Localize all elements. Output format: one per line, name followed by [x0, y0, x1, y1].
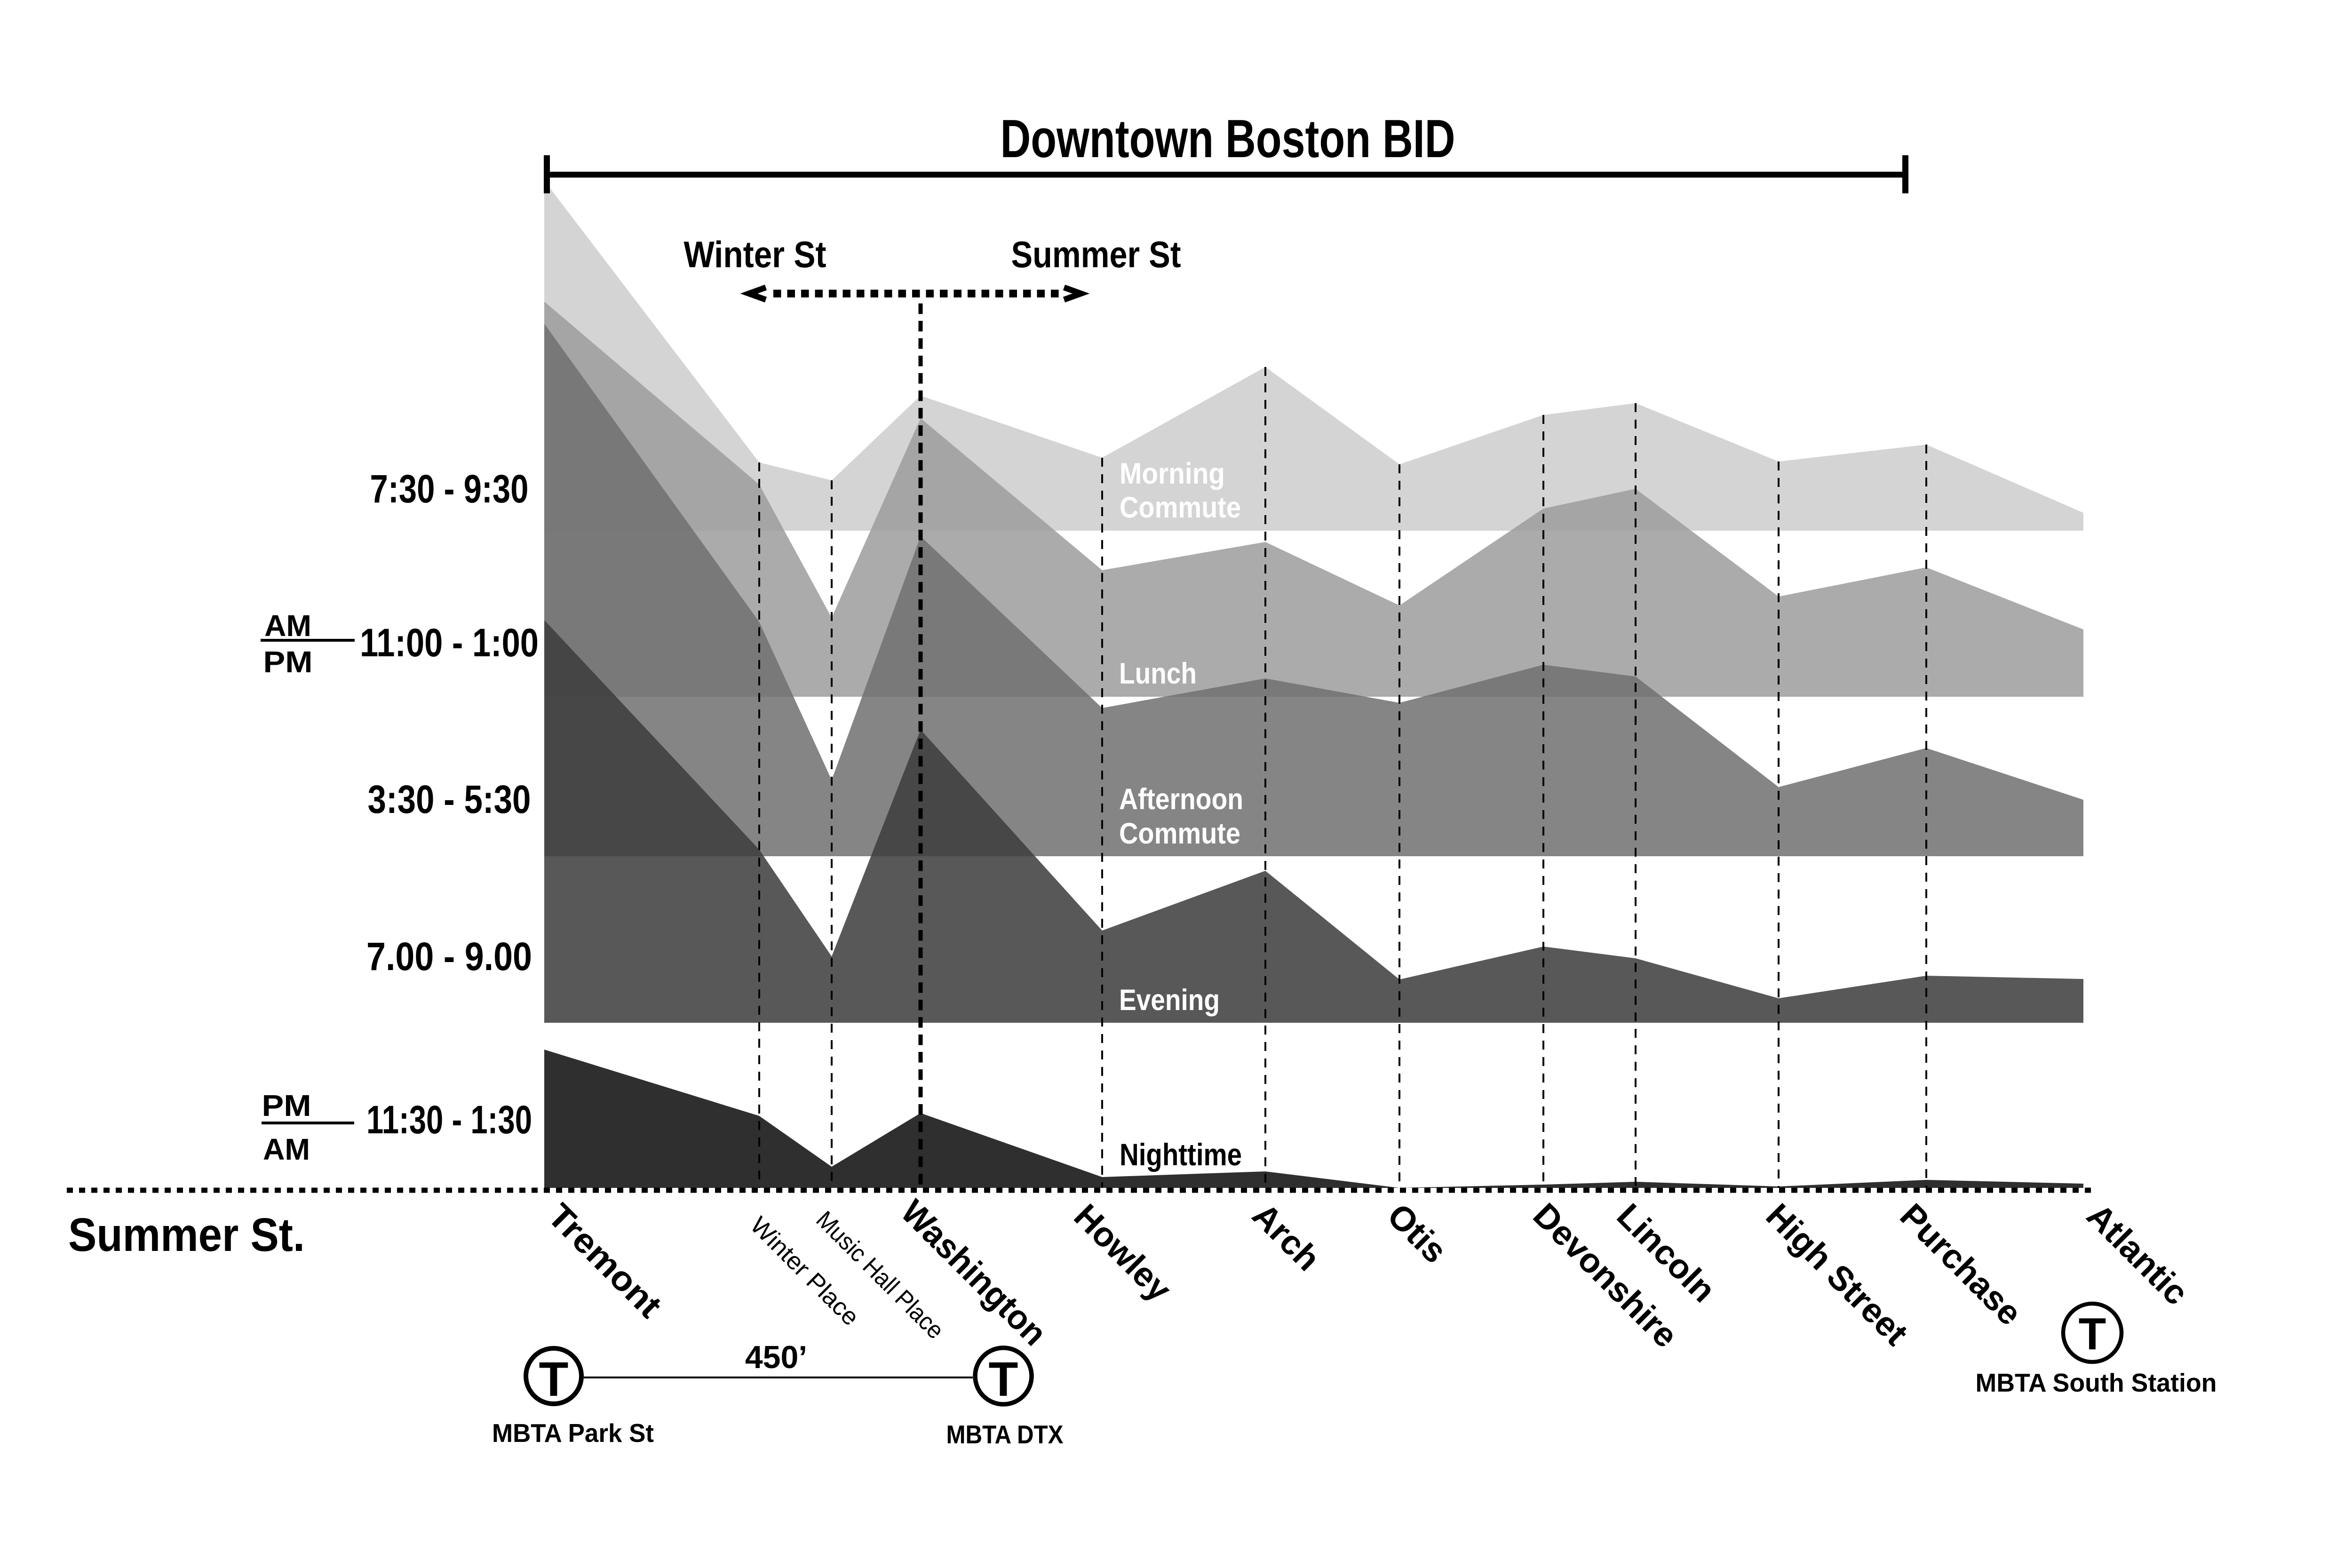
svg-text:7.00 - 9.00: 7.00 - 9.00 — [366, 934, 532, 979]
svg-text:11:00 - 1:00: 11:00 - 1:00 — [360, 621, 539, 665]
svg-text:MBTA DTX: MBTA DTX — [946, 1420, 1064, 1449]
svg-text:Winter St: Winter St — [684, 233, 826, 275]
svg-text:MBTA South Station: MBTA South Station — [1976, 1368, 2217, 1397]
svg-text:Summer St: Summer St — [1011, 233, 1181, 275]
svg-text:AM: AM — [264, 609, 311, 643]
svg-text:T: T — [539, 1352, 569, 1406]
svg-text:450’: 450’ — [745, 1339, 807, 1375]
svg-text:T: T — [989, 1352, 1018, 1406]
svg-text:Commute: Commute — [1120, 491, 1241, 524]
svg-text:Morning: Morning — [1120, 457, 1225, 490]
svg-text:Lunch: Lunch — [1119, 657, 1197, 690]
svg-text:T: T — [2079, 1309, 2106, 1359]
svg-text:Evening: Evening — [1119, 984, 1220, 1017]
svg-text:Downtown Boston BID: Downtown Boston BID — [1001, 109, 1455, 169]
svg-text:3:30 - 5:30: 3:30 - 5:30 — [368, 777, 531, 821]
svg-text:Summer St.: Summer St. — [68, 1209, 305, 1261]
svg-text:Nighttime: Nighttime — [1120, 1137, 1242, 1172]
svg-text:Commute: Commute — [1119, 817, 1240, 850]
svg-text:PM: PM — [262, 1089, 311, 1122]
svg-text:7:30 - 9:30: 7:30 - 9:30 — [370, 467, 529, 511]
svg-text:11:30 - 1:30: 11:30 - 1:30 — [366, 1098, 532, 1142]
svg-text:MBTA Park St: MBTA Park St — [492, 1418, 654, 1448]
svg-text:PM: PM — [263, 645, 313, 679]
svg-text:Afternoon: Afternoon — [1119, 783, 1243, 816]
svg-text:AM: AM — [263, 1132, 310, 1166]
